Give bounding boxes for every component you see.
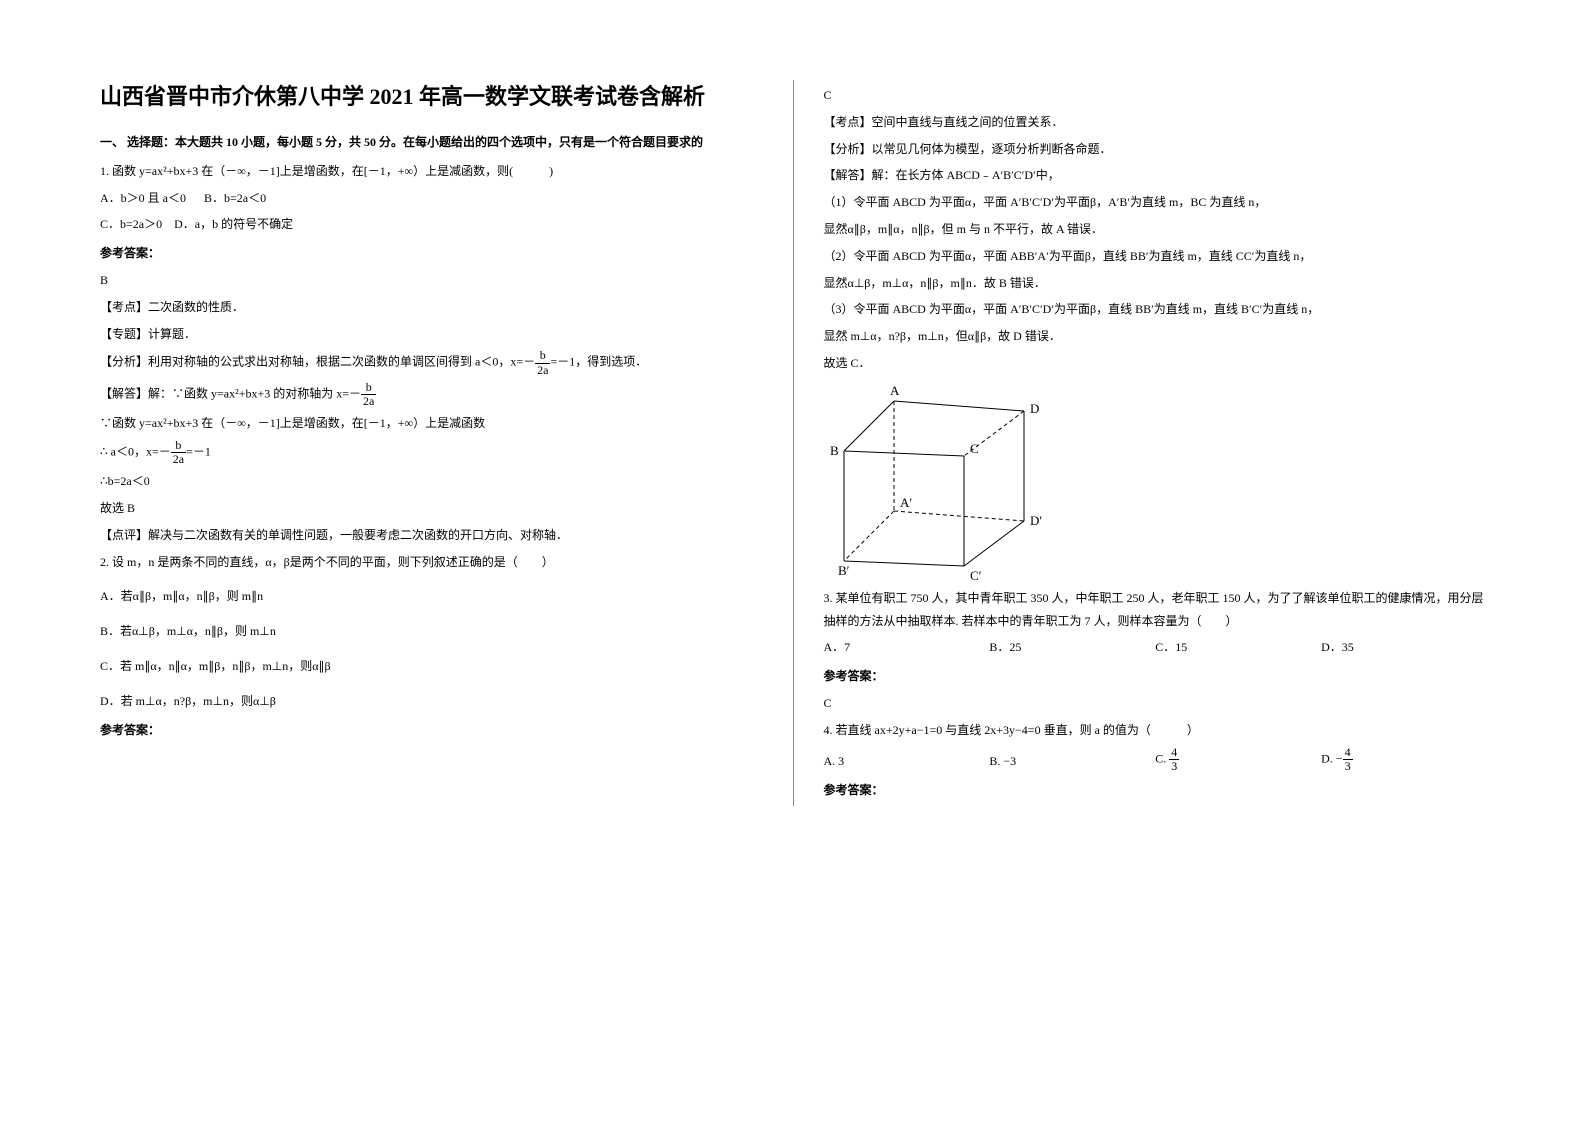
- q2-opt-b: B．若α⊥β，m⊥α，n∥β，则 m⊥n: [100, 620, 763, 643]
- q4-opt-c: C. 43: [1155, 746, 1321, 773]
- q2-jd-l7: 故选 C．: [824, 352, 1488, 375]
- q1-zt-label: 【专题】: [100, 327, 148, 341]
- q1-opt-a: A．b＞0 且 a＜0: [100, 191, 186, 205]
- svg-text:D′: D′: [1030, 513, 1042, 528]
- q1-opt-d: D．a，b 的符号不确定: [174, 217, 293, 231]
- q2-jd-l5: （3）令平面 ABCD 为平面α，平面 A′B′C′D′为平面β，直线 BB′为…: [824, 298, 1488, 321]
- svg-text:C′: C′: [970, 568, 982, 581]
- svg-text:A′: A′: [900, 495, 912, 510]
- q2-fx: 【分析】以常见几何体为模型，逐项分析判断各命题．: [824, 138, 1488, 161]
- q3-stem: 3. 某单位有职工 750 人，其中青年职工 350 人，中年职工 250 人，…: [824, 587, 1488, 633]
- q2-jd-l2: 显然α∥β，m∥α，n∥β，但 m 与 n 不平行，故 A 错误．: [824, 218, 1488, 241]
- q2-jd-l6: 显然 m⊥α，n?β，m⊥n，但α∥β，故 D 错误．: [824, 325, 1488, 348]
- doc-title: 山西省晋中市介休第八中学 2021 年高一数学文联考试卷含解析: [100, 80, 763, 113]
- q1-kd: 【考点】二次函数的性质．: [100, 296, 763, 319]
- q4-stem: 4. 若直线 ax+2y+a−1=0 与直线 2x+3y−4=0 垂直，则 a …: [824, 719, 1488, 742]
- q2-kd-label: 【考点】: [824, 115, 872, 129]
- q2-jd-l1: （1）令平面 ABCD 为平面α，平面 A′B′C′D′为平面β，A′B′为直线…: [824, 191, 1488, 214]
- q2-answer-label: 参考答案：: [100, 719, 763, 742]
- q1-opt-b: B．b=2a＜0: [204, 191, 266, 205]
- q3-answer-label: 参考答案：: [824, 665, 1488, 688]
- q4-opt-b: B. −3: [989, 750, 1155, 773]
- q3-opt-d: D．35: [1321, 636, 1487, 659]
- q1-opt-c: C．b=2a＞0: [100, 217, 162, 231]
- q2-jd-l0: 【解答】解：在长方体 ABCD﹣A′B′C′D′中，: [824, 164, 1488, 187]
- q2-stem: 2. 设 m，n 是两条不同的直线，α，β是两个不同的平面，则下列叙述正确的是（…: [100, 551, 763, 574]
- q2-jd-l4: 显然α⊥β，m⊥α，n∥β，m∥n．故 B 错误．: [824, 272, 1488, 295]
- q2-opt-c: C．若 m∥α，n∥α，m∥β，n∥β，m⊥n，则α∥β: [100, 655, 763, 678]
- page: 山西省晋中市介休第八中学 2021 年高一数学文联考试卷含解析 一、 选择题：本…: [0, 0, 1587, 846]
- q2-opt-d: D．若 m⊥α，n?β，m⊥n，则α⊥β: [100, 690, 763, 713]
- q1-fx-frac1: b2a: [535, 349, 550, 376]
- q2-opt-a: A．若α∥β，m∥α，n∥β，则 m∥n: [100, 585, 763, 608]
- q1-jd-frac2: b2a: [361, 381, 376, 408]
- q1-fx: 【分析】利用对称轴的公式求出对称轴，根据二次函数的单调区间得到 a＜0，x=－b…: [100, 349, 763, 376]
- q1-fx-label: 【分析】: [100, 355, 148, 369]
- q2-jd-l3: （2）令平面 ABCD 为平面α，平面 ABB′A′为平面β，直线 BB′为直线…: [824, 245, 1488, 268]
- q2-jd-label: 【解答】: [824, 168, 872, 182]
- svg-text:D: D: [1030, 401, 1039, 416]
- q1-jd-l5: 故选 B: [100, 497, 763, 520]
- q1-jd-l4: ∴b=2a＜0: [100, 470, 763, 493]
- q4-options: A. 3 B. −3 C. 43 D. −43: [824, 746, 1488, 773]
- q4-opt-d: D. −43: [1321, 746, 1487, 773]
- svg-text:B′: B′: [838, 563, 850, 578]
- q1-jd-frac3: b2a: [171, 439, 186, 466]
- q3-opt-c: C．15: [1155, 636, 1321, 659]
- q1-jd-label: 【解答】: [100, 386, 148, 400]
- q1-zt: 【专题】计算题．: [100, 323, 763, 346]
- q2-fx-label: 【分析】: [824, 142, 872, 156]
- q1-dp-label: 【点评】: [100, 528, 148, 542]
- q3-answer: C: [824, 692, 1488, 715]
- q3-opt-a: A．7: [824, 636, 990, 659]
- q3-options: A．7 B．25 C．15 D．35: [824, 636, 1488, 659]
- cuboid-diagram: A D B C A′ D′ B′ C′: [824, 381, 1064, 581]
- left-column: 山西省晋中市介休第八中学 2021 年高一数学文联考试卷含解析 一、 选择题：本…: [100, 80, 794, 806]
- q1-stem: 1. 函数 y=ax²+bx+3 在（－∞，－1]上是增函数，在[－1，+∞）上…: [100, 160, 763, 183]
- svg-text:C: C: [970, 441, 979, 456]
- q1-options-row1: A．b＞0 且 a＜0 B．b=2a＜0: [100, 187, 763, 210]
- q1-options-row2: C．b=2a＞0 D．a，b 的符号不确定: [100, 213, 763, 236]
- q1-jd-l1: 【解答】解：∵函数 y=ax²+bx+3 的对称轴为 x=－b2a: [100, 381, 763, 408]
- q1-answer-label: 参考答案：: [100, 242, 763, 265]
- q3-opt-b: B．25: [989, 636, 1155, 659]
- q1-kd-label: 【考点】: [100, 300, 148, 314]
- section-1-heading: 一、 选择题：本大题共 10 小题，每小题 5 分，共 50 分。在每小题给出的…: [100, 131, 763, 154]
- q4-opt-a: A. 3: [824, 750, 990, 773]
- svg-text:B: B: [830, 443, 839, 458]
- q1-dp: 【点评】解决与二次函数有关的单调性问题，一般要考虑二次函数的开口方向、对称轴．: [100, 524, 763, 547]
- q1-jd-l2: ∵函数 y=ax²+bx+3 在（－∞，－1]上是增函数，在[－1，+∞）上是减…: [100, 412, 763, 435]
- q1-jd-l3: ∴ a＜0，x=－b2a=－1: [100, 439, 763, 466]
- svg-text:A: A: [890, 383, 900, 398]
- q2-answer: C: [824, 84, 1488, 107]
- right-column: C 【考点】空间中直线与直线之间的位置关系． 【分析】以常见几何体为模型，逐项分…: [794, 80, 1488, 806]
- q4-answer-label: 参考答案：: [824, 779, 1488, 802]
- q1-answer: B: [100, 269, 763, 292]
- q2-kd: 【考点】空间中直线与直线之间的位置关系．: [824, 111, 1488, 134]
